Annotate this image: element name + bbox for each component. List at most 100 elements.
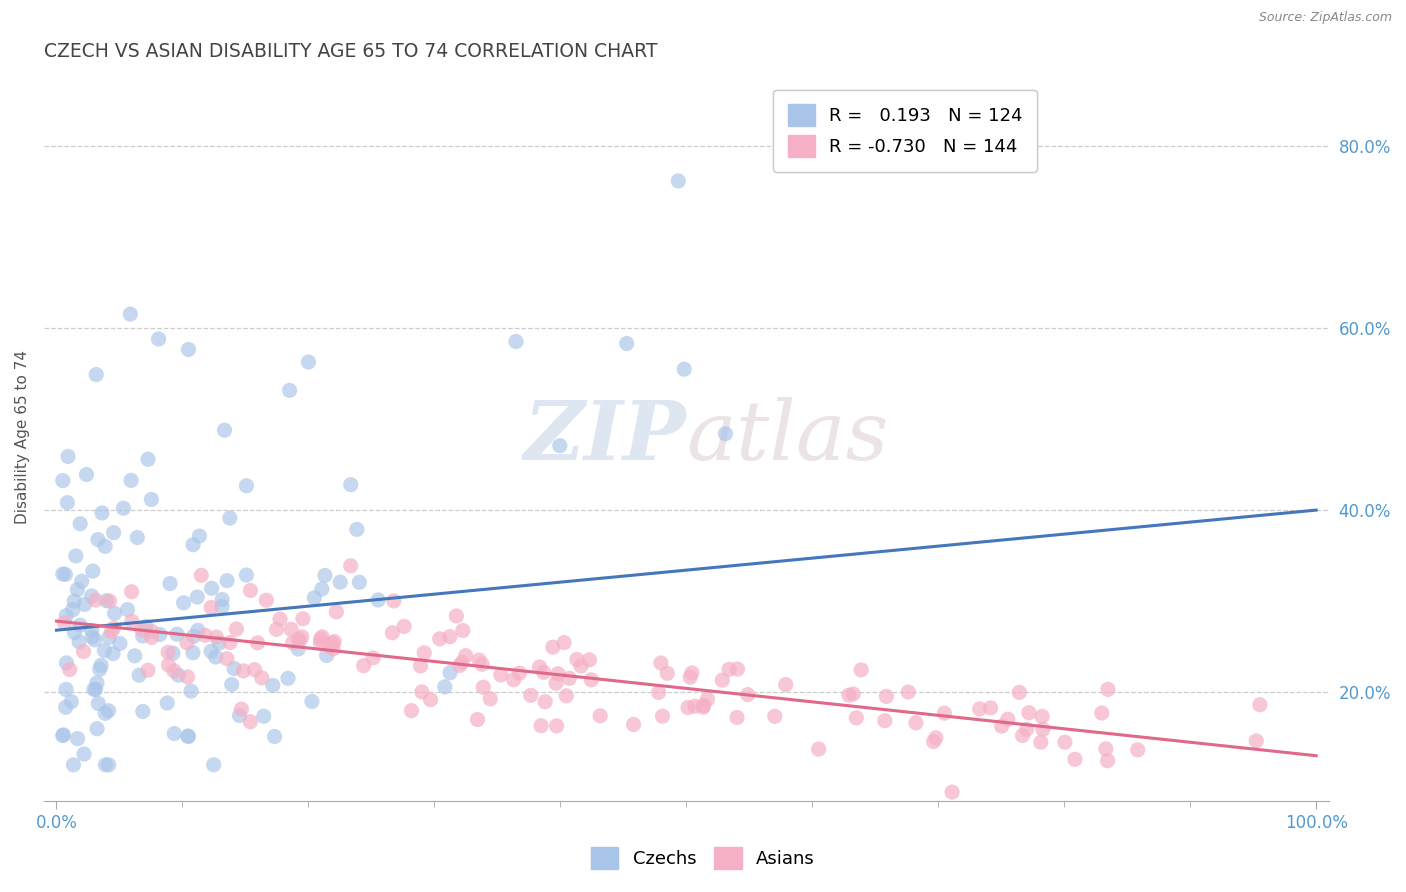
- Point: [62, 757, 84, 772]
- Point: [311, 630, 333, 644]
- Point: [382, 594, 405, 608]
- Point: [468, 653, 491, 667]
- Point: [775, 677, 797, 691]
- Point: [59, 663, 82, 677]
- Point: [737, 688, 759, 702]
- Point: [141, 631, 163, 645]
- Point: [228, 708, 250, 723]
- Point: [200, 644, 222, 658]
- Legend: Czechs, Asians: Czechs, Asians: [583, 839, 823, 876]
- Point: [451, 624, 474, 638]
- Point: [287, 632, 309, 646]
- Point: [87, 533, 110, 547]
- Point: [321, 636, 343, 650]
- Point: [519, 688, 541, 702]
- Point: [1008, 685, 1031, 699]
- Point: [183, 629, 205, 643]
- Point: [120, 307, 142, 321]
- Point: [471, 657, 494, 672]
- Point: [65, 549, 87, 563]
- Point: [53, 615, 76, 630]
- Point: [186, 590, 208, 604]
- Point: [1015, 723, 1038, 737]
- Point: [454, 648, 477, 663]
- Point: [204, 650, 226, 665]
- Point: [132, 629, 155, 643]
- Point: [135, 619, 157, 633]
- Point: [1032, 723, 1054, 737]
- Point: [262, 678, 284, 692]
- Point: [63, 594, 86, 608]
- Y-axis label: Disability Age 65 to 74: Disability Age 65 to 74: [15, 351, 30, 524]
- Point: [711, 673, 734, 687]
- Point: [94, 540, 117, 554]
- Point: [121, 614, 143, 628]
- Point: [439, 665, 461, 680]
- Point: [188, 529, 211, 543]
- Point: [489, 668, 512, 682]
- Point: [177, 730, 200, 744]
- Point: [250, 671, 273, 685]
- Point: [657, 666, 679, 681]
- Point: [124, 648, 146, 663]
- Point: [449, 658, 471, 673]
- Point: [505, 334, 527, 349]
- Point: [94, 706, 117, 721]
- Point: [309, 632, 332, 646]
- Point: [650, 656, 672, 670]
- Point: [266, 623, 288, 637]
- Point: [231, 702, 253, 716]
- Point: [176, 636, 198, 650]
- Point: [666, 174, 689, 188]
- Point: [1053, 735, 1076, 749]
- Point: [253, 709, 276, 723]
- Point: [569, 659, 592, 673]
- Point: [349, 575, 371, 590]
- Point: [339, 558, 361, 573]
- Point: [91, 506, 114, 520]
- Point: [141, 492, 163, 507]
- Point: [714, 426, 737, 441]
- Point: [361, 651, 384, 665]
- Point: [381, 625, 404, 640]
- Point: [838, 688, 860, 702]
- Point: [136, 663, 159, 677]
- Point: [66, 731, 89, 746]
- Point: [692, 698, 714, 713]
- Point: [451, 656, 474, 670]
- Point: [239, 583, 262, 598]
- Point: [297, 355, 319, 369]
- Point: [108, 636, 131, 650]
- Point: [69, 516, 91, 531]
- Point: [167, 668, 190, 682]
- Point: [304, 591, 326, 605]
- Point: [246, 636, 269, 650]
- Point: [52, 729, 75, 743]
- Point: [163, 664, 186, 678]
- Point: [127, 531, 149, 545]
- Point: [243, 663, 266, 677]
- Point: [314, 568, 336, 582]
- Point: [325, 605, 347, 619]
- Point: [52, 566, 75, 581]
- Point: [969, 702, 991, 716]
- Point: [132, 705, 155, 719]
- Point: [86, 676, 108, 690]
- Point: [322, 641, 344, 656]
- Point: [98, 594, 121, 608]
- Point: [89, 662, 111, 676]
- Point: [112, 501, 135, 516]
- Point: [222, 661, 245, 675]
- Point: [200, 600, 222, 615]
- Text: atlas: atlas: [686, 397, 889, 477]
- Point: [166, 627, 188, 641]
- Point: [211, 592, 233, 607]
- Point: [131, 623, 153, 637]
- Point: [547, 666, 569, 681]
- Point: [215, 651, 238, 665]
- Point: [83, 632, 105, 647]
- Point: [419, 692, 441, 706]
- Point: [177, 343, 200, 357]
- Point: [842, 687, 865, 701]
- Point: [70, 574, 93, 589]
